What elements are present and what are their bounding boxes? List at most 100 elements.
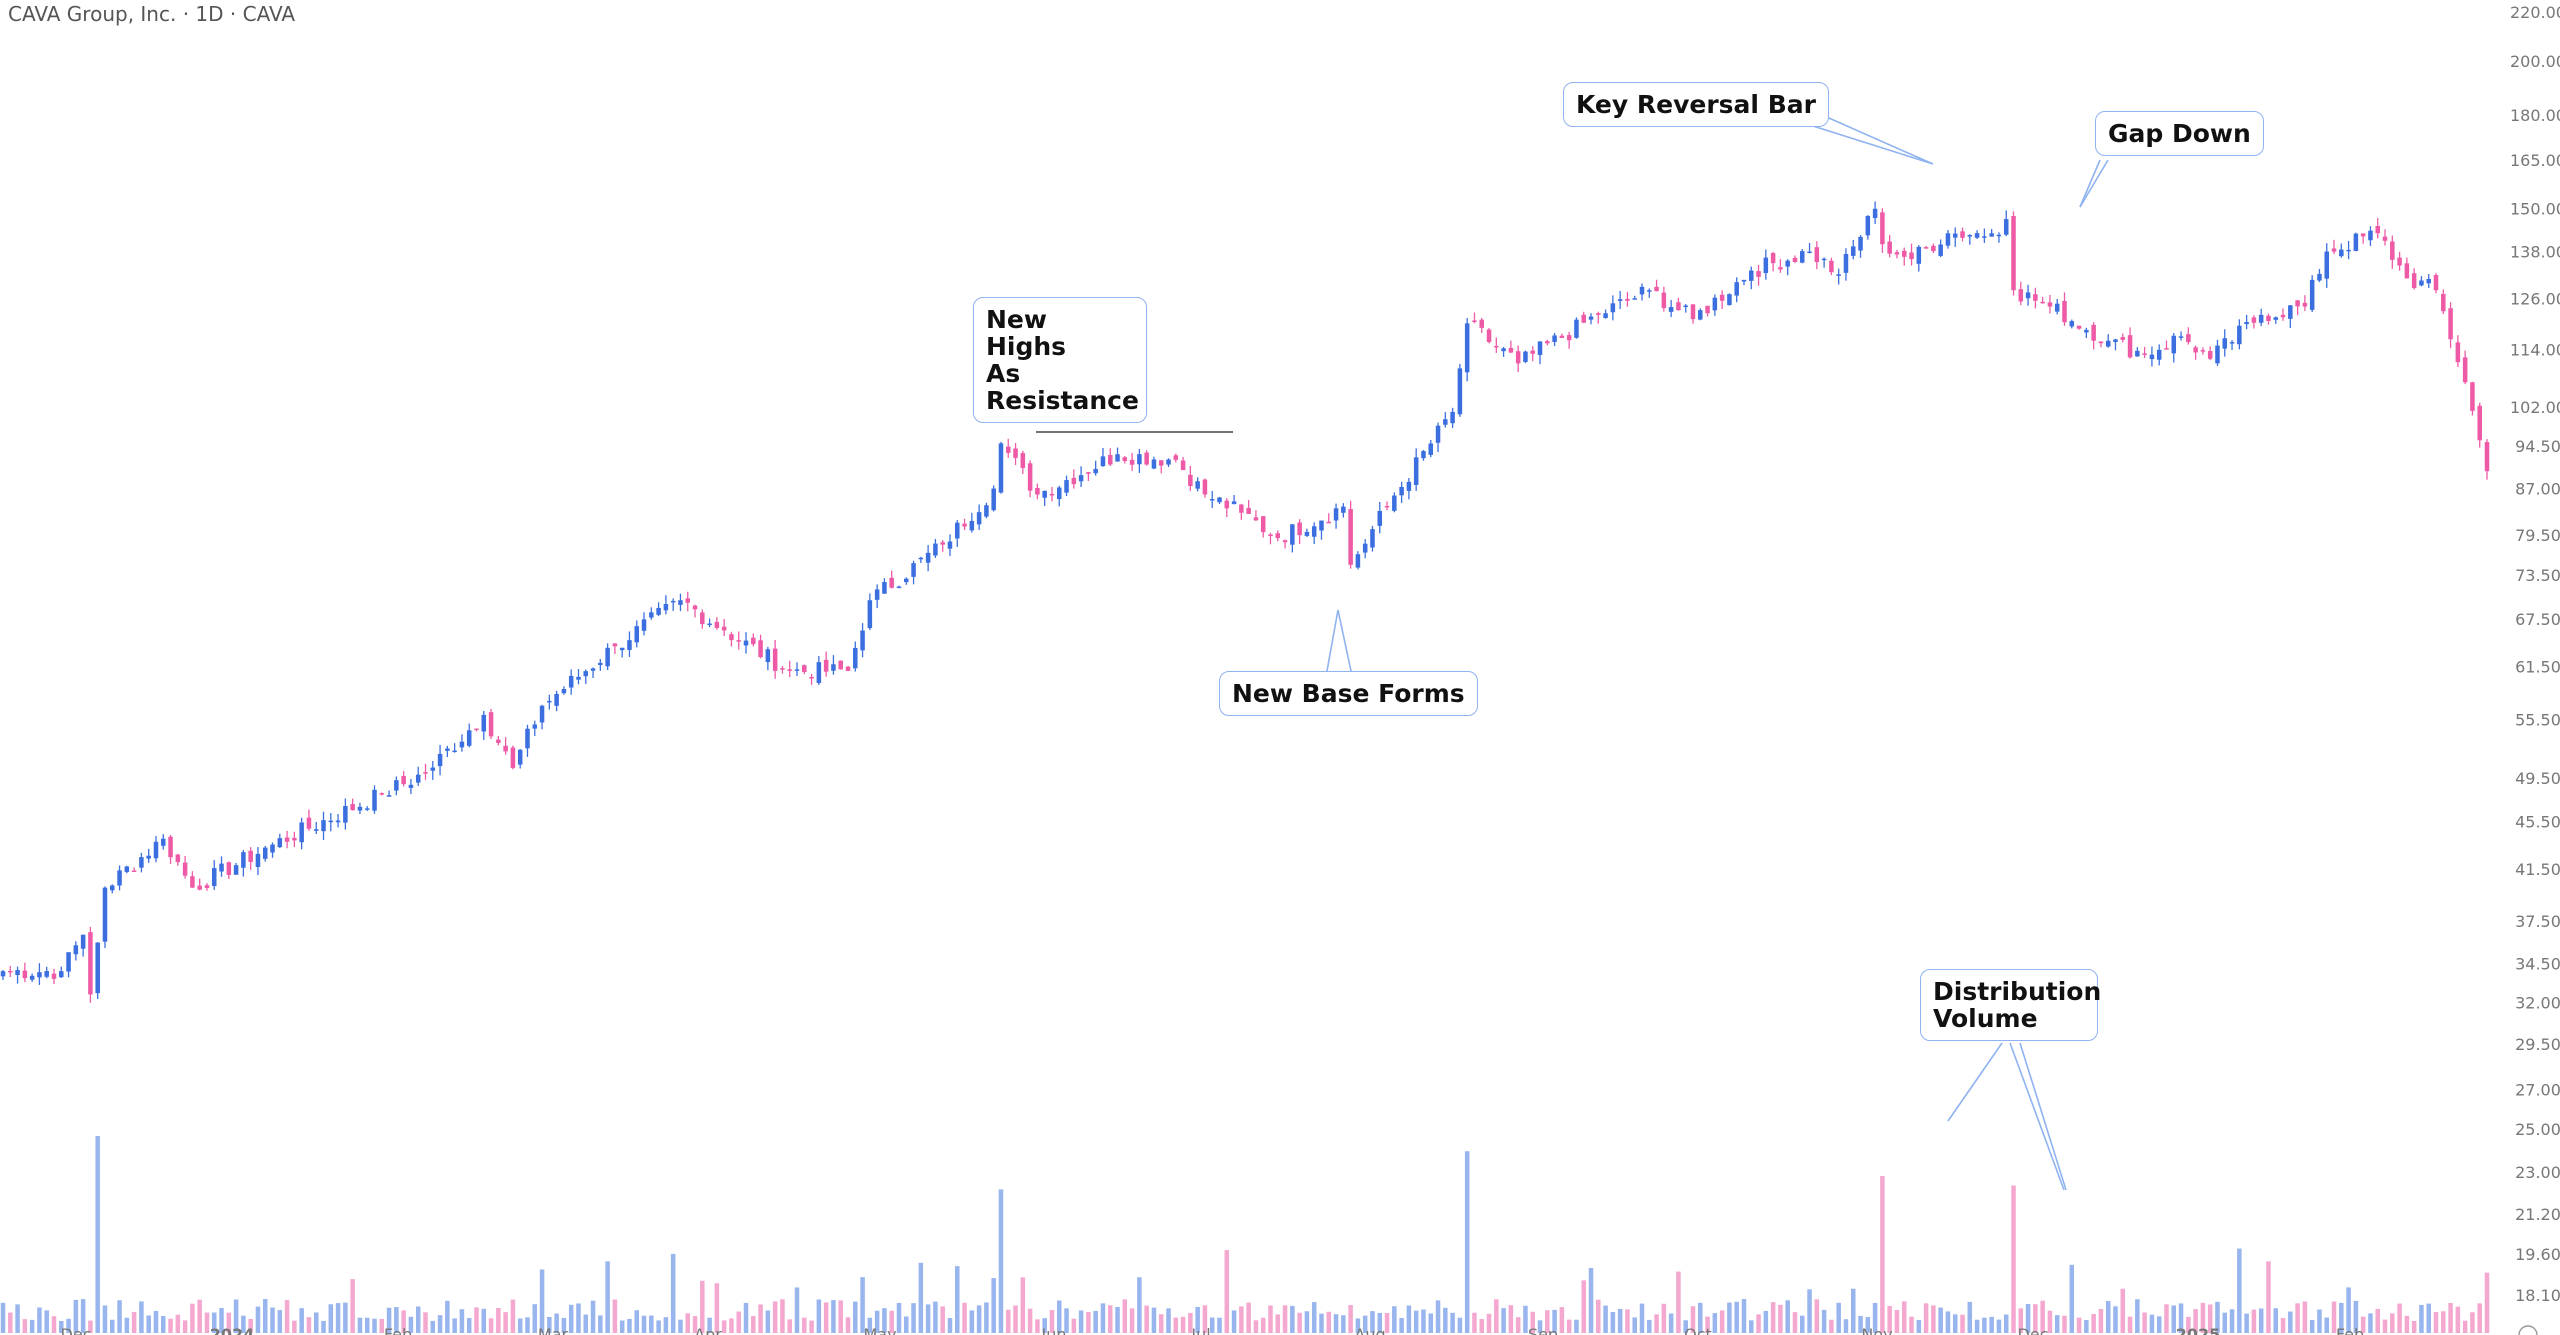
volume-bar	[933, 1301, 938, 1333]
candle-body	[969, 520, 975, 531]
candle-body	[415, 774, 421, 783]
candle-body	[131, 870, 137, 872]
price-tick-label: 23.00	[2515, 1163, 2560, 1182]
candle-body	[1741, 279, 1747, 282]
volume-bar	[350, 1279, 355, 1333]
candle-body	[794, 669, 800, 671]
candle-body	[1836, 274, 1841, 276]
candle-body	[1625, 298, 1630, 301]
candle-body	[241, 852, 246, 868]
leader-distribution-a	[1947, 1042, 2003, 1122]
volume-bar	[262, 1299, 268, 1333]
candle-body	[1792, 257, 1798, 263]
candle-body	[1850, 246, 1856, 256]
volume-bar	[1246, 1302, 1251, 1333]
volume-bar	[561, 1317, 567, 1333]
candle-body	[1501, 348, 1506, 352]
candle-body	[2331, 248, 2337, 252]
volume-bar	[517, 1318, 523, 1333]
candle-body	[1078, 475, 1084, 482]
candle-body	[2033, 294, 2038, 301]
candle-body	[2171, 335, 2177, 354]
volume-bar	[1304, 1311, 1310, 1333]
volume-bar	[190, 1303, 195, 1333]
volume-bar	[1005, 1309, 1011, 1333]
volume-bar	[1741, 1299, 1747, 1333]
candle-body	[962, 523, 967, 527]
volume-bar	[1654, 1314, 1659, 1333]
volume-bar	[1668, 1313, 1674, 1333]
candle-body	[1916, 246, 1922, 264]
candle-body	[153, 841, 159, 859]
volume-bar	[1406, 1305, 1412, 1333]
candle-body	[583, 671, 589, 677]
candle-body	[532, 724, 538, 729]
volume-bar	[2178, 1303, 2184, 1333]
volume-bar	[2018, 1308, 2024, 1333]
candle-body	[1144, 452, 1149, 465]
volume-bar	[568, 1304, 574, 1333]
candle-body	[15, 970, 20, 976]
volume-bar	[277, 1310, 283, 1333]
volume-bar	[1923, 1303, 1929, 1333]
volume-bar	[2135, 1299, 2140, 1333]
volume-bar	[1013, 1305, 1018, 1333]
candle-body	[2207, 351, 2213, 359]
volume-bar	[838, 1300, 843, 1333]
volume-bar	[583, 1314, 589, 1333]
volume-bar	[816, 1299, 822, 1333]
volume-bar	[1071, 1318, 1077, 1333]
candle-body	[1559, 335, 1565, 339]
candle-body	[1719, 294, 1725, 301]
candle-body	[561, 689, 567, 694]
volume-bar	[1443, 1307, 1448, 1333]
volume-bar	[780, 1299, 785, 1333]
volume-bar	[401, 1310, 406, 1333]
candle-body	[1552, 335, 1557, 342]
volume-bar	[1450, 1312, 1455, 1333]
candle-body	[1151, 459, 1157, 469]
candle-body	[1370, 529, 1375, 548]
candle-body	[2477, 405, 2482, 441]
volume-bar	[2353, 1300, 2359, 1333]
volume-bar	[1348, 1305, 1353, 1333]
candle-body	[2025, 292, 2031, 299]
candle-body	[2411, 273, 2417, 288]
volume-bar	[1421, 1309, 1426, 1333]
candle-body	[2397, 257, 2402, 266]
candle-body	[2215, 345, 2220, 364]
volume-bar	[1479, 1319, 1485, 1333]
candle-body	[66, 952, 71, 972]
candle-body	[1581, 314, 1586, 323]
volume-bar	[15, 1304, 20, 1333]
candle-body	[838, 660, 843, 670]
volume-bar	[175, 1314, 181, 1333]
candle-body	[430, 767, 436, 771]
leader-reversal-a	[1812, 110, 1934, 165]
volume-bar	[2171, 1305, 2177, 1333]
volume-bar	[1508, 1305, 1514, 1333]
volume-bar	[1195, 1306, 1200, 1333]
candle-body	[751, 637, 756, 645]
volume-bar	[685, 1313, 690, 1333]
price-tick-label: 37.50	[2515, 912, 2560, 931]
time-tick-label: Aug	[1354, 1325, 1385, 1335]
candle-body	[1035, 487, 1040, 495]
time-tick-label: Jun	[1041, 1325, 1067, 1335]
volume-bar	[2302, 1301, 2308, 1333]
time-tick-label: 2025	[2176, 1325, 2221, 1335]
candle-body	[408, 784, 414, 788]
candle-body	[262, 847, 268, 859]
volume-bar	[1078, 1310, 1084, 1333]
candle-body	[328, 820, 334, 823]
settings-icon[interactable]	[2518, 1325, 2538, 1335]
volume-bar	[743, 1302, 749, 1333]
volume-bar	[1457, 1317, 1463, 1333]
candle-body	[197, 885, 202, 890]
candle-body	[95, 942, 100, 994]
volume-bar	[335, 1303, 341, 1333]
volume-bar	[146, 1315, 151, 1333]
leader-gap-a	[2079, 159, 2101, 208]
volume-bar	[2054, 1315, 2060, 1333]
